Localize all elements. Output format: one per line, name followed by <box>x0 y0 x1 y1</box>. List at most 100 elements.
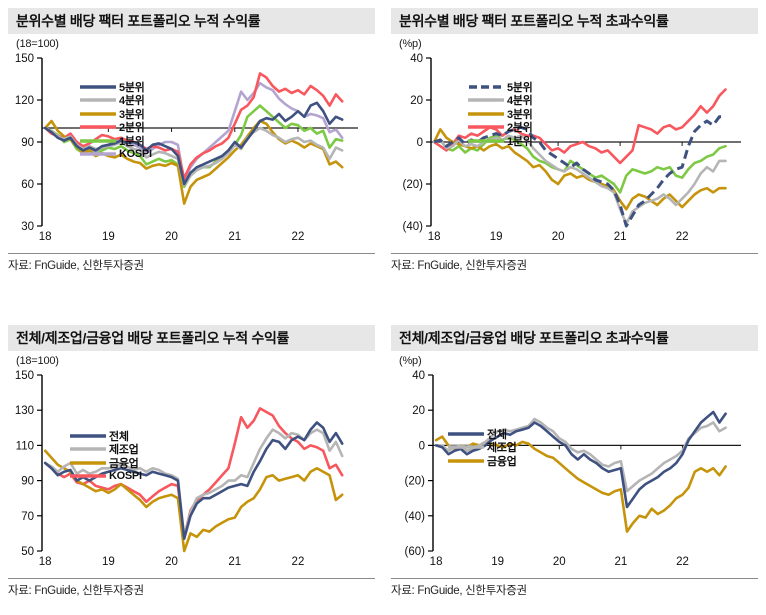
y-tick-label: 110 <box>16 440 34 452</box>
y-axis-unit-label: (%p) <box>399 355 422 367</box>
x-tick-label: 19 <box>490 231 503 243</box>
legend-item: 금융업 <box>448 454 517 468</box>
x-tick-label: 20 <box>552 231 565 243</box>
y-tick-label: 50 <box>21 546 34 558</box>
line-chart: (40) (20) 0 20 40 18 19 20 21 22 <box>403 53 741 243</box>
series-line-3분위 <box>432 128 727 211</box>
series-line-전체 <box>434 410 727 509</box>
y-tick-label: 0 <box>419 440 425 452</box>
legend-swatch-line <box>469 84 503 89</box>
chart-area: (60) (40) (20) 0 20 40 18 19 20 21 22 전체 제조업 금융업 <box>391 369 758 574</box>
x-tick-label: 21 <box>228 231 241 243</box>
chart-panel-quantile-cumulative: 분위수별 배당 팩터 포트폴리오 누적 수익률 (18=100) 30 60 90 1… <box>8 8 375 273</box>
legend-swatch-line <box>468 138 504 143</box>
y-tick-label: 70 <box>21 511 34 523</box>
legend-label: 3분위 <box>507 108 533 121</box>
x-tick-label: 18 <box>39 556 52 568</box>
y-axis: (60) (40) (20) 0 20 40 <box>405 370 434 558</box>
legend-label: 제조업 <box>109 444 139 457</box>
y-tick-label: 150 <box>15 53 34 65</box>
y-tick-label: 120 <box>15 95 34 107</box>
x-axis: 18 19 20 21 22 <box>428 231 689 243</box>
y-tick-label: (20) <box>403 179 424 191</box>
legend-swatch-line <box>70 433 106 438</box>
legend-swatch-line <box>448 431 484 436</box>
line-chart: (60) (40) (20) 0 20 40 18 19 20 21 22 <box>405 370 741 568</box>
legend-label: 4분위 <box>119 95 145 108</box>
legend-swatch-line <box>448 458 484 463</box>
y-tick-label: 30 <box>21 221 34 233</box>
source-text: 자료: FnGuide, 신한투자증권 <box>8 260 144 272</box>
legend-label: 3분위 <box>119 108 145 121</box>
divider-line <box>8 253 375 254</box>
chart-legend: 5분위 4분위 3분위 2분위 1분위 KOSPI <box>80 80 152 161</box>
x-tick-label: 21 <box>228 556 241 568</box>
y-tick-label: 130 <box>15 405 34 417</box>
x-axis: 18 19 20 21 22 <box>430 556 689 568</box>
legend-item: KOSPI <box>80 148 152 162</box>
legend-swatch-line <box>468 125 504 130</box>
y-tick-label: (40) <box>405 511 426 523</box>
legend-item: 5분위 <box>80 80 152 94</box>
series-line-5분위 <box>43 101 344 186</box>
y-tick-label: 20 <box>410 95 423 107</box>
source-text: 자료: FnGuide, 신한투자증권 <box>391 260 527 272</box>
series-line-제조업 <box>43 428 344 539</box>
legend-label: 1분위 <box>507 135 533 148</box>
legend-item: 1분위 <box>468 134 533 148</box>
series-line-4분위 <box>432 134 727 226</box>
y-tick-label: 40 <box>410 53 423 65</box>
x-axis: 18 19 20 21 22 <box>39 556 305 568</box>
x-tick-label: 19 <box>491 556 504 568</box>
divider-line <box>8 578 375 579</box>
series-line-금융업 <box>43 449 344 553</box>
legend-swatch-line <box>80 125 116 130</box>
legend-item: 4분위 <box>468 94 533 108</box>
chart-legend: 전체 제조업 금융업 <box>448 427 517 468</box>
chart-title: 전체/제조업/금융업 배당 포트폴리오 누적 수익률 <box>8 325 375 351</box>
legend-swatch-line <box>448 445 484 450</box>
x-tick-label: 18 <box>39 231 52 243</box>
x-tick-label: 22 <box>676 231 689 243</box>
x-tick-label: 20 <box>553 556 566 568</box>
legend-swatch-line <box>80 152 116 157</box>
charts-grid: 분위수별 배당 팩터 포트폴리오 누적 수익률 (18=100) 30 60 90 1… <box>8 8 762 598</box>
legend-label: 2분위 <box>507 122 533 135</box>
chart-title: 분위수별 배당 팩터 포트폴리오 누적 초과수익률 <box>391 8 758 34</box>
y-tick-label: (40) <box>403 221 424 233</box>
legend-item: 금융업 <box>70 456 142 470</box>
y-tick-label: 90 <box>21 137 34 149</box>
chart-panel-sector-cumulative: 전체/제조업/금융업 배당 포트폴리오 누적 수익률 (18=100) 50 70… <box>8 325 375 598</box>
legend-item: 제조업 <box>448 441 517 454</box>
legend-swatch-line <box>80 98 116 103</box>
y-tick-label: 20 <box>412 405 425 417</box>
chart-title: 전체/제조업/금융업 배당 포트폴리오 초과수익률 <box>391 325 758 351</box>
chart-area: (40) (20) 0 20 40 18 19 20 21 22 5분위 4분위 3분위 2분위 1분위 <box>391 52 758 249</box>
series-line-2분위 <box>432 88 727 165</box>
y-axis-unit-label: (18=100) <box>16 38 59 50</box>
series-line-5분위 <box>433 115 726 228</box>
y-tick-label: 90 <box>21 476 34 488</box>
legend-swatch-line <box>80 138 116 143</box>
line-chart: 50 70 90 110 130 150 18 19 20 21 22 <box>15 370 344 568</box>
x-tick-label: 18 <box>428 231 441 243</box>
legend-item: 전체 <box>448 427 516 441</box>
x-tick-label: 22 <box>676 556 689 568</box>
source-text: 자료: FnGuide, 신한투자증권 <box>391 585 527 597</box>
y-tick-label: (20) <box>405 476 426 488</box>
chart-legend: 5분위 4분위 3분위 2분위 1분위 <box>468 80 533 148</box>
chart-title: 분위수별 배당 팩터 포트폴리오 누적 수익률 <box>8 8 375 34</box>
legend-item: 3분위 <box>468 107 533 121</box>
legend-item: 4분위 <box>80 94 152 108</box>
legend-swatch-line <box>70 474 106 479</box>
legend-item: 2분위 <box>80 121 152 134</box>
legend-item: 3분위 <box>80 107 152 121</box>
divider-line <box>391 578 758 579</box>
legend-label: KOSPI <box>119 148 152 161</box>
source-text: 자료: FnGuide, 신한투자증권 <box>8 585 144 597</box>
chart-area: 30 60 90 120 150 18 19 20 21 22 5분위 4분위 3분위 2분위 1분위 KO… <box>8 52 375 249</box>
legend-label: 4분위 <box>507 95 533 108</box>
divider-line <box>391 253 758 254</box>
line-chart: 30 60 90 120 150 18 19 20 21 22 <box>15 53 358 243</box>
y-axis: 50 70 90 110 130 150 <box>15 370 43 558</box>
